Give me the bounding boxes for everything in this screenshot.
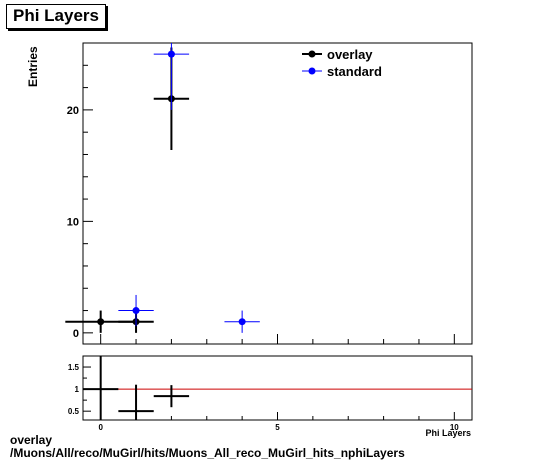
overlay-marker bbox=[97, 318, 105, 326]
standard-marker bbox=[167, 50, 175, 58]
ratio-y-tick-label: 1 bbox=[75, 385, 80, 394]
y-tick-label: 10 bbox=[67, 216, 79, 228]
ratio-x-tick-label: 0 bbox=[98, 423, 103, 432]
ratio-point bbox=[83, 356, 119, 420]
ratio-y-tick-label: 0.5 bbox=[68, 407, 80, 416]
main-axes: 0 10 20 bbox=[67, 64, 455, 344]
ratio-x-tick-label: 10 bbox=[450, 423, 459, 432]
footer-label: overlay bbox=[10, 433, 53, 447]
main-data-points bbox=[65, 43, 260, 333]
main-plot-frame bbox=[82, 42, 473, 345]
ratio-point bbox=[153, 385, 190, 408]
standard-point bbox=[153, 43, 190, 110]
standard-point bbox=[118, 294, 154, 327]
ratio-data-points bbox=[83, 356, 190, 420]
legend-overlay-marker bbox=[308, 50, 316, 58]
legend-overlay-label: overlay bbox=[327, 47, 373, 62]
standard-point bbox=[224, 310, 260, 333]
ratio-x-tick-label: 5 bbox=[275, 423, 280, 432]
y-tick-label: 20 bbox=[67, 105, 79, 117]
footer-path: /Muons/All/reco/MuGirl/hits/Muons_All_re… bbox=[10, 446, 405, 460]
plot-title: Phi Layers bbox=[6, 4, 106, 29]
y-tick-label: 0 bbox=[73, 328, 79, 340]
x-axis-label: Phi Layers bbox=[425, 428, 471, 438]
legend-standard-label: standard bbox=[327, 64, 382, 79]
legend: overlay standard bbox=[302, 47, 382, 79]
ratio-axes: 0.5 1 1.5 0 5 10 bbox=[68, 363, 459, 432]
standard-marker bbox=[132, 307, 140, 315]
legend-standard-marker bbox=[308, 67, 316, 75]
ratio-y-tick-label: 1.5 bbox=[68, 363, 80, 372]
y-axis-label: Entries bbox=[26, 46, 40, 87]
standard-marker bbox=[238, 318, 246, 326]
ratio-point bbox=[118, 384, 154, 420]
